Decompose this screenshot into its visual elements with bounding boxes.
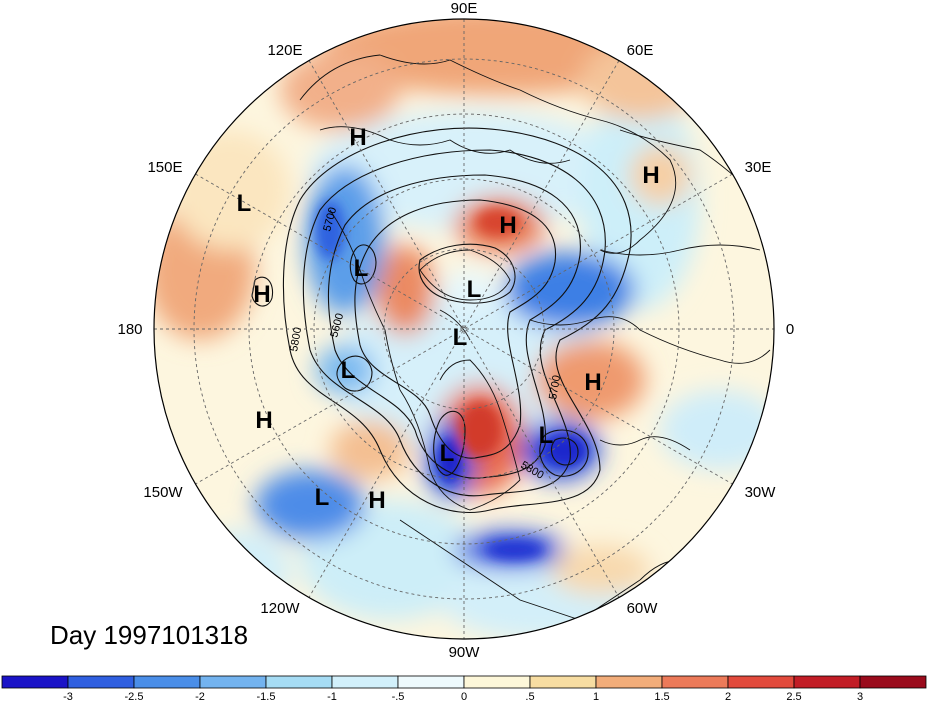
colorbar-swatch xyxy=(67,675,135,689)
colorbar-tick-label: -1.5 xyxy=(257,691,276,702)
high-center: H xyxy=(584,369,601,396)
lon-label-120e: 120E xyxy=(267,42,302,59)
low-center: L xyxy=(315,484,330,511)
colorbar-swatch xyxy=(529,675,597,689)
colorbar-tick-label: -2.5 xyxy=(125,691,144,702)
lon-label-150e: 150E xyxy=(147,159,182,176)
contour-label: 5700 xyxy=(547,374,563,400)
colorbar-tick-label: -1 xyxy=(327,691,337,702)
colorbar-tick-label: 2.5 xyxy=(786,691,801,702)
contour-label: 5800 xyxy=(288,326,304,352)
colorbar-tick-label: .5 xyxy=(525,691,534,702)
colorbar-swatch xyxy=(199,675,267,689)
colorbar-tick-label: -2 xyxy=(195,691,205,702)
height-contours xyxy=(251,127,632,514)
low-center: L xyxy=(440,440,455,467)
colorbar-swatch xyxy=(397,675,465,689)
coastlines xyxy=(299,54,771,621)
colorbar-tick-label: -.5 xyxy=(392,691,405,702)
longitude-labels: 90E 120E 60E 150E 30E 180 0 150W 30W 120… xyxy=(117,0,794,661)
colorbar-swatch xyxy=(595,675,663,689)
lon-label-60w: 60W xyxy=(627,600,659,617)
colorbar-swatch xyxy=(727,675,795,689)
lon-label-150w: 150W xyxy=(143,484,183,501)
lon-label-30e: 30E xyxy=(745,159,772,176)
lon-label-90e: 90E xyxy=(451,0,478,17)
lon-label-30w: 30W xyxy=(745,484,777,501)
colorbar-tick-label: 0 xyxy=(461,691,467,702)
colorbar-tick-label: 3 xyxy=(857,691,863,702)
colorbar-tick-label: 1.5 xyxy=(654,691,669,702)
high-center: H xyxy=(349,124,366,151)
high-center: H xyxy=(255,407,272,434)
colorbar-tick-label: -3 xyxy=(63,691,73,702)
graticule xyxy=(154,19,774,639)
lon-label-90w: 90W xyxy=(449,644,481,661)
colorbar-swatch xyxy=(859,675,927,689)
map-boundary xyxy=(153,18,775,640)
colorbar-tick-label: 2 xyxy=(725,691,731,702)
colorbar-swatch xyxy=(331,675,399,689)
colorbar-swatch xyxy=(133,675,201,689)
low-center: L xyxy=(354,255,369,282)
high-center: H xyxy=(253,281,270,308)
low-center: L xyxy=(467,276,482,303)
low-center: L xyxy=(341,357,356,384)
lon-label-0: 0 xyxy=(786,321,794,338)
low-center: L xyxy=(539,422,554,449)
colorbar-tick-label: 1 xyxy=(593,691,599,702)
map-title: Day 1997101318 xyxy=(50,620,249,650)
colorbar-swatch xyxy=(1,675,69,689)
colorbar-swatch xyxy=(463,675,531,689)
lon-label-180: 180 xyxy=(117,321,142,338)
low-center: L xyxy=(453,324,468,351)
colorbar-swatch xyxy=(793,675,861,689)
colorbar-swatch xyxy=(265,675,333,689)
colorbar: -3 -2.5 -2 -1.5 -1 -.5 0 .5 1 1.5 2 2.5 3 xyxy=(1,675,927,702)
high-center: H xyxy=(368,487,385,514)
high-center: H xyxy=(642,162,659,189)
pressure-centers: H H H H H H H L L L L L L L L xyxy=(237,124,660,514)
colorbar-swatch xyxy=(661,675,729,689)
high-center: H xyxy=(499,212,516,239)
lon-label-60e: 60E xyxy=(627,42,654,59)
low-center: L xyxy=(237,190,252,217)
lon-label-120w: 120W xyxy=(260,600,300,617)
